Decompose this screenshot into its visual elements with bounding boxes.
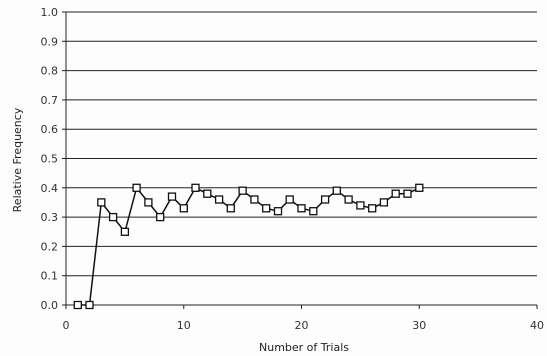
- x-axis-label: Number of Trials: [259, 341, 349, 354]
- data-point: [415, 183, 424, 192]
- y-tick-label: 1.0: [41, 6, 59, 19]
- data-point: [73, 300, 82, 310]
- data-point: [250, 195, 259, 204]
- data-point: [132, 183, 141, 192]
- data-point: [262, 204, 271, 213]
- data-point: [191, 183, 200, 192]
- data-point: [179, 204, 188, 213]
- y-tick-label: 0.8: [41, 65, 59, 78]
- data-point: [273, 207, 283, 216]
- data-point: [391, 189, 400, 198]
- data-point: [403, 189, 412, 198]
- y-tick-label: 0.7: [41, 94, 59, 107]
- data-point: [368, 204, 377, 213]
- y-tick-label: 0.1: [41, 270, 59, 283]
- marker-layer: [73, 183, 424, 310]
- y-tick-label: 0.9: [41, 35, 59, 48]
- x-tick-label: 0: [63, 319, 70, 332]
- data-point: [344, 195, 353, 204]
- y-tick-label: 0.2: [41, 240, 59, 253]
- data-point: [238, 186, 247, 195]
- x-tick-label: 10: [177, 319, 191, 332]
- data-point: [285, 195, 294, 204]
- data-point: [332, 186, 341, 195]
- data-point: [144, 198, 153, 207]
- data-point: [167, 192, 177, 201]
- data-point: [297, 204, 306, 213]
- y-tick-label: 0.0: [41, 299, 59, 312]
- data-point: [203, 189, 212, 198]
- x-tick-label: 30: [412, 319, 426, 332]
- x-tick-label: 20: [295, 319, 309, 332]
- data-point: [379, 198, 389, 207]
- data-point: [97, 198, 106, 207]
- axis-layer: 0.0 0.1 0.2 0.3 0.4 0.5 0.6 0.7 0.8 0.9 1.0 0 10 20 30…: [41, 6, 545, 332]
- data-point: [85, 300, 94, 310]
- data-point: [356, 201, 365, 210]
- data-point: [320, 195, 330, 204]
- data-point: [226, 204, 235, 213]
- data-point: [108, 212, 118, 222]
- y-tick-label: 0.5: [41, 153, 59, 166]
- y-tick-label: 0.3: [41, 211, 59, 224]
- data-point: [214, 195, 224, 204]
- y-axis-label: Relative Frequency: [11, 107, 24, 212]
- data-point: [120, 227, 130, 236]
- y-tick-label: 0.4: [41, 182, 59, 195]
- grid-layer: [66, 11, 537, 306]
- y-tick-label: 0.6: [41, 123, 59, 136]
- data-point: [309, 207, 318, 216]
- data-point: [156, 212, 165, 222]
- x-tick-label: 40: [530, 319, 544, 332]
